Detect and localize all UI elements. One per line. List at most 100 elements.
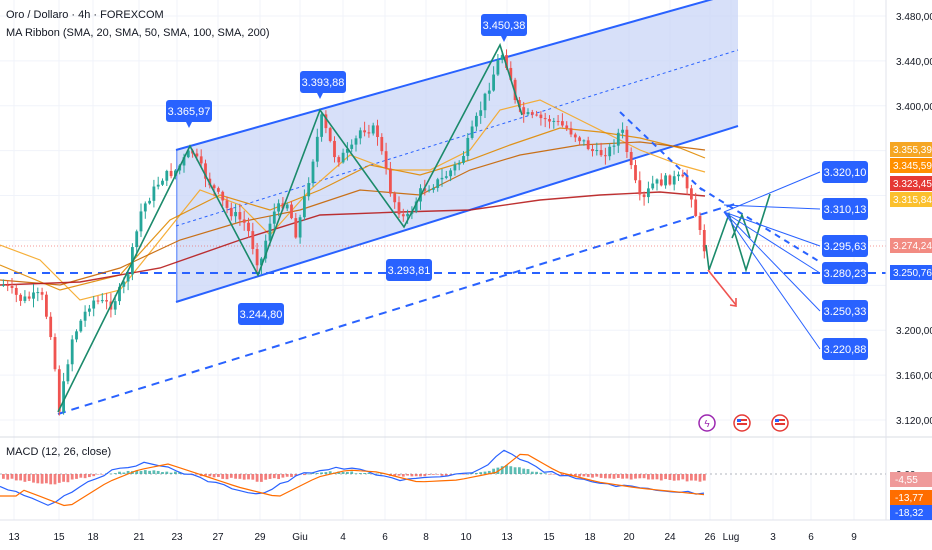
macd-histogram-bar — [217, 474, 220, 477]
candle — [672, 170, 676, 191]
time-tick-label: 9 — [851, 532, 857, 543]
macd-histogram-bar — [165, 471, 169, 474]
candle — [608, 143, 612, 161]
candle — [6, 280, 10, 292]
candle — [487, 82, 491, 101]
candle — [384, 142, 388, 175]
macd-histogram-bar — [294, 474, 298, 476]
price-tick-label: 3.400,00 — [896, 102, 932, 113]
candle — [45, 291, 48, 320]
macd-histogram-bar — [40, 474, 44, 484]
price-badge: 3.323,45 — [890, 176, 932, 191]
macd-histogram-bar — [414, 474, 418, 477]
price-callout-label: 3.365,97 — [168, 106, 211, 118]
time-tick-label: 6 — [808, 532, 814, 543]
candle — [496, 53, 500, 77]
flash-event-icon[interactable] — [698, 414, 716, 432]
price-callout: 3.320,10 — [822, 161, 868, 183]
channel-mid-line — [175, 49, 739, 227]
macd-histogram-bar — [260, 474, 263, 482]
macd-histogram-bar — [608, 474, 612, 479]
candle — [143, 201, 147, 219]
candle — [659, 173, 663, 187]
macd-histogram-bar — [410, 474, 414, 477]
candle — [126, 271, 130, 291]
candle — [586, 136, 590, 151]
candle — [311, 159, 315, 187]
price-tick-label: 3.160,00 — [896, 371, 932, 382]
macd-histogram-bar — [45, 474, 48, 484]
candle — [19, 293, 22, 306]
macd-histogram-bar — [320, 472, 323, 474]
candle — [62, 372, 65, 415]
candle — [552, 117, 556, 129]
candle — [229, 202, 233, 221]
candle — [75, 329, 78, 343]
macd-legend: MACD (12, 26, close) — [6, 446, 111, 458]
candle — [651, 175, 655, 191]
candle — [23, 290, 27, 304]
candle — [324, 110, 328, 134]
candle — [668, 174, 672, 186]
candle — [642, 191, 646, 206]
macd-histogram-bar — [66, 474, 70, 483]
macd-histogram-bar — [518, 467, 521, 474]
candle — [612, 139, 616, 155]
macd-histogram-bar — [621, 474, 624, 479]
candle — [449, 168, 452, 182]
macd-histogram-bar — [522, 468, 526, 474]
event-icons[interactable]: ϟ — [698, 414, 789, 432]
macd-histogram-bar — [591, 474, 594, 478]
price-callout-label: 3.280,23 — [824, 268, 867, 280]
candle — [135, 229, 139, 256]
candle — [139, 203, 143, 238]
candle — [79, 318, 83, 333]
price-callout-label: 3.295,63 — [824, 241, 867, 253]
macd-histogram-bar — [397, 474, 401, 476]
price-badge-label: 3.345,59 — [893, 161, 932, 172]
macd-histogram-bar — [32, 474, 35, 483]
price-axis: 3.480,00 3.440,00 3.400,00 3.200,00 3.160,00… — [890, 12, 932, 427]
macd-histogram-bar — [444, 474, 448, 476]
macd-histogram-bar — [543, 473, 547, 474]
candle — [698, 212, 702, 236]
candle — [225, 196, 229, 214]
macd-histogram-bar — [578, 474, 581, 477]
candle — [165, 169, 169, 187]
candle — [247, 217, 250, 238]
macd-histogram-bar — [380, 473, 384, 475]
candle — [565, 121, 569, 132]
macd-histogram-bar — [505, 465, 508, 474]
candle — [264, 234, 268, 263]
macd-histogram-bar — [582, 474, 586, 477]
macd-histogram-bar — [492, 468, 495, 474]
macd-histogram-bar — [229, 474, 233, 478]
macd-histogram-bar — [440, 474, 444, 476]
candle — [526, 108, 530, 116]
candle — [690, 184, 693, 208]
macd-histogram-bar — [152, 470, 156, 474]
macd-histogram-bar — [423, 474, 427, 477]
price-callout-label: 3.310,13 — [824, 204, 867, 216]
macd-histogram-bar — [178, 472, 182, 474]
price-badge: 3.355,39 — [890, 142, 932, 157]
macd-histogram-bar — [655, 474, 659, 480]
candle — [328, 126, 332, 143]
price-callout: 3.310,13 — [822, 198, 868, 220]
macd-histogram-bar — [324, 472, 328, 474]
candle — [272, 203, 276, 231]
price-tick-label: 3.440,00 — [896, 57, 932, 68]
time-tick-label: 18 — [584, 532, 596, 543]
macd-histogram-bar — [539, 472, 543, 474]
macd-histogram-bar — [616, 474, 620, 478]
macd-histogram-bar — [315, 473, 319, 474]
macd-histogram-bar — [483, 471, 487, 474]
candle — [152, 179, 156, 208]
time-tick-label: 15 — [543, 532, 555, 543]
time-tick-label: 8 — [423, 532, 429, 543]
candle — [83, 305, 87, 327]
macd-histogram-bar — [281, 474, 285, 478]
macd-badge: -13,77 — [890, 490, 932, 505]
candle — [234, 203, 237, 223]
price-callout-label: 3.320,10 — [824, 167, 867, 179]
